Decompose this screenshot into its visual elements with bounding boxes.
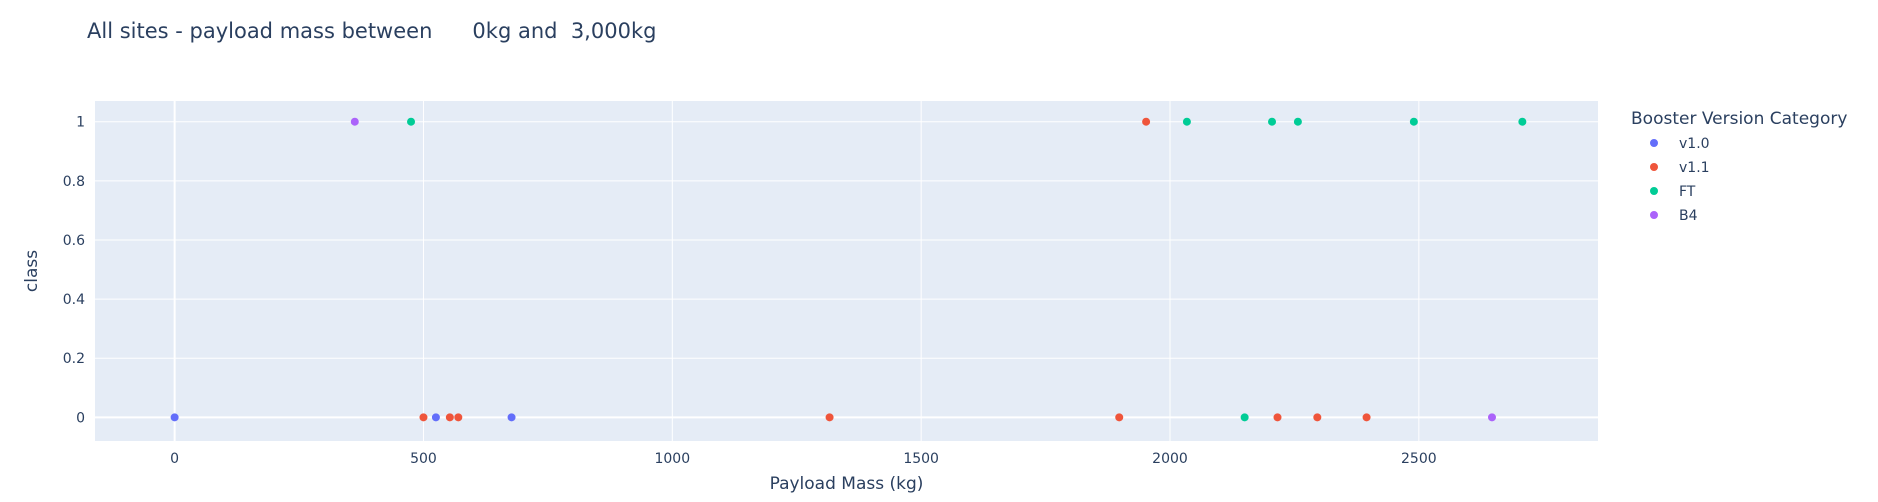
legend-marker: [1650, 163, 1658, 171]
legend-label: B4: [1679, 208, 1698, 224]
y-tick-label: 0: [76, 410, 85, 426]
data-point[interactable]: [507, 413, 516, 422]
x-tick-label: 2000: [1152, 451, 1188, 467]
x-axis-ticks: 0 500 1000 1500 2000 2500: [170, 451, 1436, 467]
x-axis-title: Payload Mass (kg): [770, 474, 924, 494]
y-tick-label: 0.8: [63, 174, 85, 190]
legend-marker: [1650, 139, 1658, 147]
legend-title: Booster Version Category: [1631, 109, 1847, 129]
legend[interactable]: Booster Version Category v1.0 v1.1 FT B4: [1631, 109, 1847, 224]
y-tick-label: 0.2: [63, 351, 85, 367]
data-point[interactable]: [1182, 117, 1191, 126]
legend-label: v1.1: [1679, 160, 1710, 176]
data-point[interactable]: [1273, 413, 1282, 422]
y-axis-ticks: 0 0.2 0.4 0.6 0.8 1: [63, 115, 85, 427]
x-tick-label: 500: [410, 451, 437, 467]
y-tick-label: 0.4: [63, 292, 85, 308]
data-point[interactable]: [445, 413, 454, 422]
x-tick-label: 0: [170, 451, 179, 467]
legend-marker: [1650, 187, 1658, 195]
data-point[interactable]: [431, 413, 440, 422]
data-point[interactable]: [350, 117, 359, 126]
y-tick-label: 1: [76, 115, 85, 131]
data-point[interactable]: [407, 117, 416, 126]
legend-item[interactable]: v1.0: [1650, 136, 1710, 152]
data-points: [170, 117, 1527, 422]
x-tick-label: 1000: [654, 451, 690, 467]
legend-label: v1.0: [1679, 136, 1710, 152]
y-axis-title: class: [22, 250, 42, 292]
data-point[interactable]: [1115, 413, 1124, 422]
data-point[interactable]: [1268, 117, 1277, 126]
grid: [95, 101, 1598, 441]
x-tick-label: 1500: [903, 451, 939, 467]
legend-item[interactable]: FT: [1650, 184, 1696, 200]
data-point[interactable]: [1487, 413, 1496, 422]
data-point[interactable]: [419, 413, 428, 422]
data-point[interactable]: [1142, 117, 1151, 126]
data-point[interactable]: [1518, 117, 1527, 126]
x-tick-label: 2500: [1401, 451, 1437, 467]
data-point[interactable]: [1313, 413, 1322, 422]
legend-marker: [1650, 211, 1658, 219]
data-point[interactable]: [1362, 413, 1371, 422]
data-point[interactable]: [1409, 117, 1418, 126]
legend-item[interactable]: B4: [1650, 208, 1698, 224]
legend-item[interactable]: v1.1: [1650, 160, 1710, 176]
data-point[interactable]: [170, 413, 179, 422]
plot-area: [95, 101, 1598, 441]
legend-label: FT: [1679, 184, 1696, 200]
data-point[interactable]: [1240, 413, 1249, 422]
data-point[interactable]: [454, 413, 463, 422]
y-tick-label: 0.6: [63, 233, 85, 249]
data-point[interactable]: [1293, 117, 1302, 126]
chart-title: All sites - payload mass between 0kg and…: [87, 19, 657, 43]
data-point[interactable]: [825, 413, 834, 422]
